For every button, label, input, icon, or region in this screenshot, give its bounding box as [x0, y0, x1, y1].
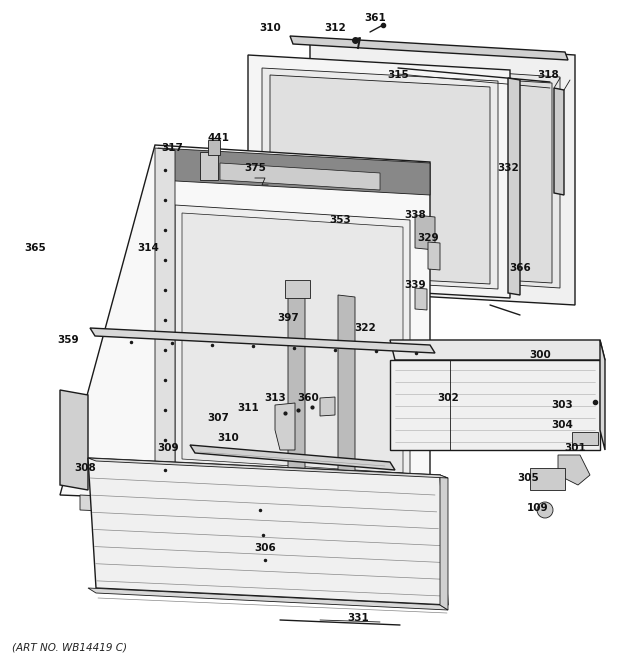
Text: 301: 301 — [564, 443, 586, 453]
Polygon shape — [558, 455, 590, 485]
Polygon shape — [440, 475, 448, 610]
Polygon shape — [88, 588, 448, 610]
Polygon shape — [330, 62, 560, 288]
Polygon shape — [88, 458, 448, 605]
Text: 310: 310 — [217, 433, 239, 443]
Text: 306: 306 — [254, 543, 276, 553]
Text: 313: 313 — [264, 393, 286, 403]
Text: 366: 366 — [509, 263, 531, 273]
Polygon shape — [90, 328, 435, 353]
Polygon shape — [572, 432, 598, 445]
Polygon shape — [88, 458, 448, 478]
Text: 310: 310 — [259, 23, 281, 33]
Polygon shape — [60, 390, 88, 490]
Text: 338: 338 — [404, 210, 426, 220]
Polygon shape — [270, 75, 490, 284]
Polygon shape — [310, 38, 575, 305]
Polygon shape — [248, 55, 510, 298]
Polygon shape — [415, 215, 435, 250]
Polygon shape — [415, 288, 427, 310]
Polygon shape — [262, 68, 498, 289]
Text: 315: 315 — [387, 70, 409, 80]
Polygon shape — [190, 445, 395, 470]
Polygon shape — [600, 340, 605, 450]
Polygon shape — [220, 163, 380, 190]
Polygon shape — [290, 36, 568, 60]
Circle shape — [537, 502, 553, 518]
Text: 360: 360 — [297, 393, 319, 403]
Circle shape — [256, 182, 268, 194]
Text: 303: 303 — [551, 400, 573, 410]
Text: 312: 312 — [324, 23, 346, 33]
Polygon shape — [288, 290, 305, 500]
Polygon shape — [428, 242, 440, 270]
Text: 305: 305 — [517, 473, 539, 483]
Text: 329: 329 — [417, 233, 439, 243]
Text: 302: 302 — [437, 393, 459, 403]
Text: 311: 311 — [237, 403, 259, 413]
Polygon shape — [80, 495, 430, 525]
Text: 314: 314 — [137, 243, 159, 253]
Polygon shape — [390, 360, 600, 450]
Bar — [200, 152, 218, 180]
Polygon shape — [338, 295, 355, 510]
Polygon shape — [508, 78, 520, 295]
Polygon shape — [275, 403, 295, 450]
Polygon shape — [390, 340, 605, 360]
Text: eReplacementParts.com: eReplacementParts.com — [242, 333, 378, 343]
Text: 441: 441 — [207, 133, 229, 143]
Polygon shape — [182, 213, 403, 473]
Text: 365: 365 — [24, 243, 46, 253]
Text: 309: 309 — [157, 443, 179, 453]
Bar — [208, 140, 220, 155]
Polygon shape — [175, 205, 410, 480]
Text: 361: 361 — [364, 13, 386, 23]
Circle shape — [568, 461, 582, 475]
Text: 331: 331 — [347, 613, 369, 623]
Text: 375: 375 — [244, 163, 266, 173]
Polygon shape — [320, 397, 335, 416]
Text: 307: 307 — [207, 413, 229, 423]
Polygon shape — [158, 148, 430, 195]
Text: 332: 332 — [497, 163, 519, 173]
Text: 308: 308 — [74, 463, 96, 473]
Text: 353: 353 — [329, 215, 351, 225]
Text: (ART NO. WB14419 C): (ART NO. WB14419 C) — [12, 643, 127, 653]
Text: 397: 397 — [277, 313, 299, 323]
Polygon shape — [554, 88, 564, 195]
Text: 300: 300 — [529, 350, 551, 360]
Text: 318: 318 — [537, 70, 559, 80]
Polygon shape — [155, 148, 175, 495]
Bar — [285, 280, 310, 298]
Polygon shape — [60, 145, 430, 510]
Text: 317: 317 — [161, 143, 183, 153]
Polygon shape — [530, 468, 565, 490]
Text: 304: 304 — [551, 420, 573, 430]
Text: 359: 359 — [57, 335, 79, 345]
Text: 339: 339 — [404, 280, 426, 290]
Polygon shape — [338, 70, 552, 283]
Text: 109: 109 — [527, 503, 549, 513]
Text: 322: 322 — [354, 323, 376, 333]
